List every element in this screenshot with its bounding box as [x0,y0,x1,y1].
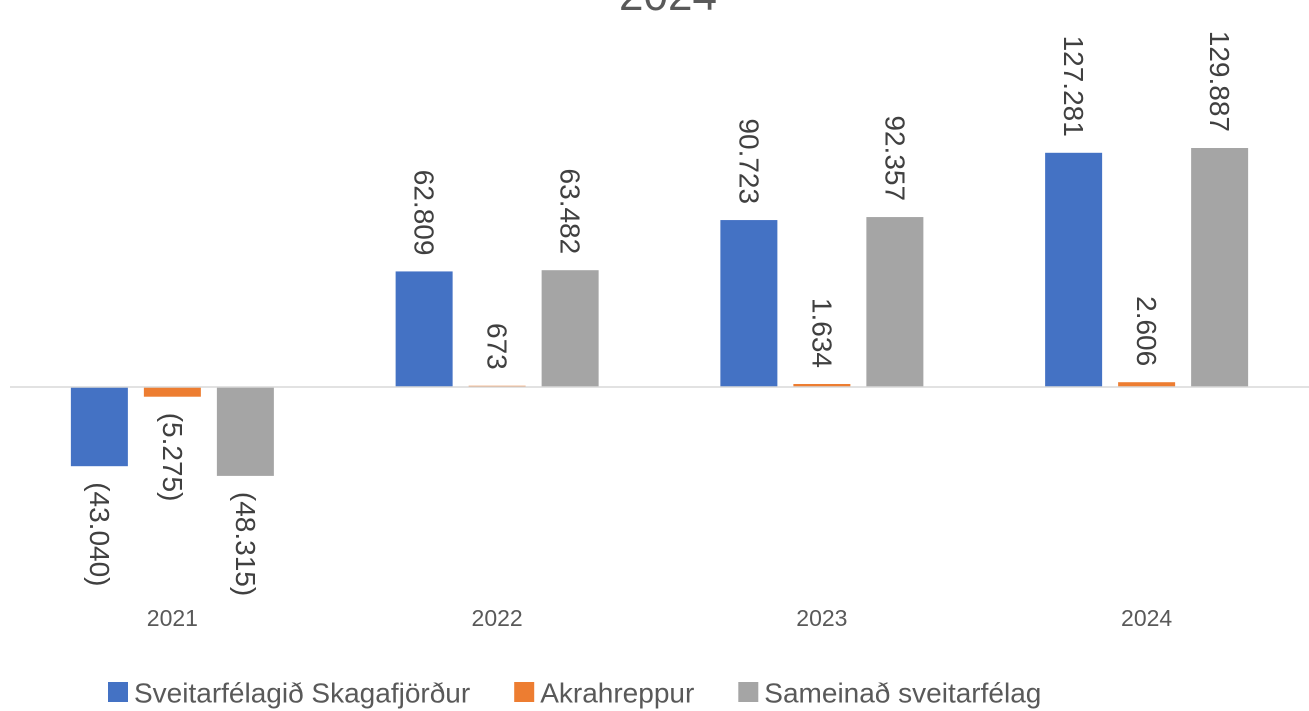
data-label: 127.281 [1058,36,1089,137]
legend-label: Akrahreppur [540,678,694,709]
bar [395,271,453,387]
data-label: 63.482 [555,169,586,255]
legend-swatch [108,682,128,702]
x-tick-label: 2024 [1121,605,1172,631]
data-label: 90.723 [733,118,764,204]
bar [143,387,201,397]
x-tick-label: 2022 [472,605,523,631]
x-tick-label: 2023 [796,605,847,631]
data-label: 1.634 [806,298,837,368]
legend-label: Sameinað sveitarfélag [764,678,1041,709]
bar [866,217,924,387]
bar [1045,152,1103,387]
data-label: (43.040) [84,482,115,586]
bar [1191,148,1249,387]
legend-swatch [738,682,759,702]
data-label: (48.315) [230,492,261,596]
bar [70,387,128,467]
data-label: 92.357 [879,115,910,201]
data-label: 2.606 [1131,296,1162,366]
x-tick-label: 2021 [147,605,198,631]
bar [1118,382,1176,387]
bar [216,387,274,476]
data-label: 62.809 [409,170,440,256]
bar [793,383,851,387]
data-label: (5.275) [157,413,188,502]
bar [541,270,599,387]
legend-swatch [514,682,535,702]
data-label: 673 [482,323,513,370]
legend-label: Sveitarfélagið Skagafjörður [134,678,470,709]
data-label: 129.887 [1204,31,1235,132]
bar [720,220,778,387]
chart-title: 2024 [619,0,717,20]
